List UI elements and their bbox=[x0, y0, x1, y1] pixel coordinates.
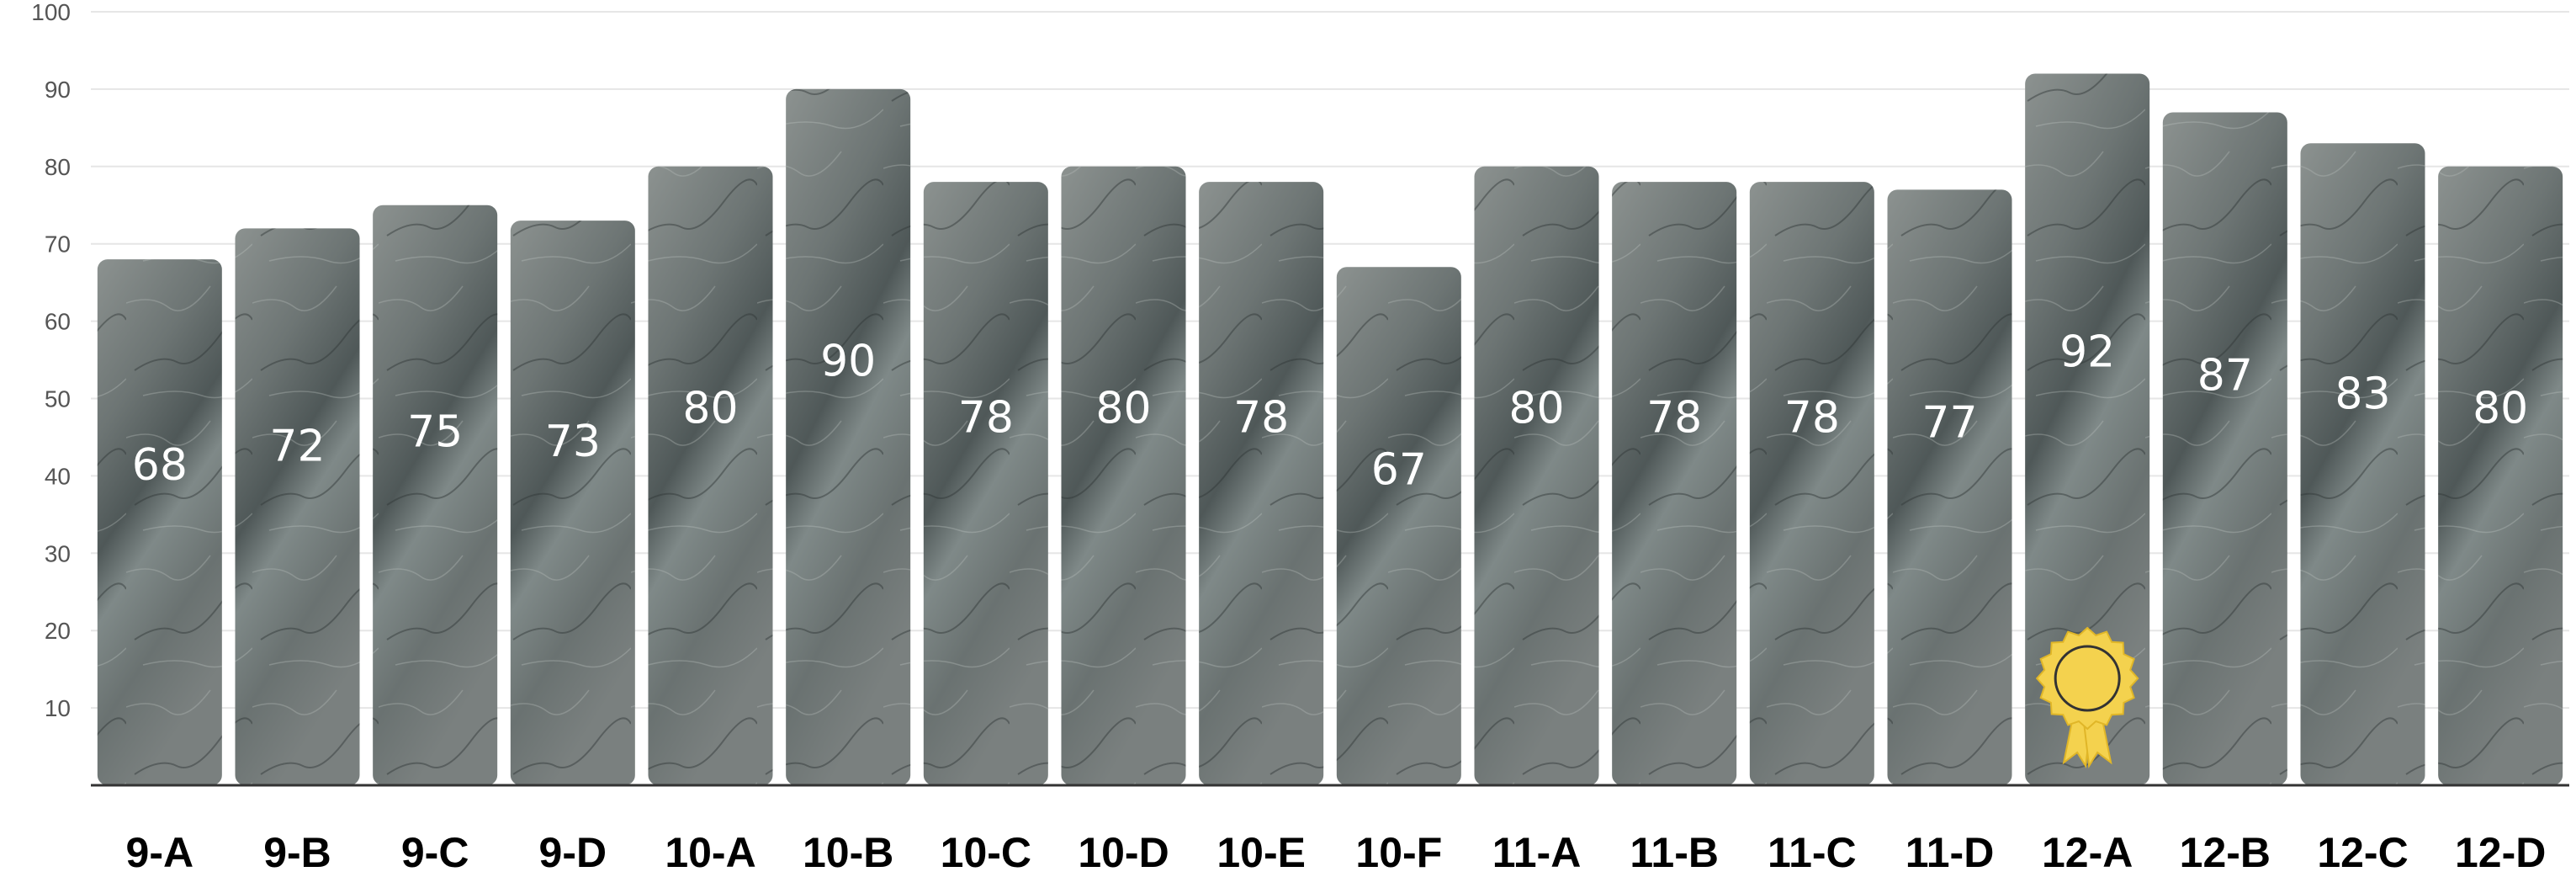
value-labels: 68 72 75 73 80 90 78 80 78 67 80 78 78 77 92 87 83 80 bbox=[132, 327, 2529, 495]
bar-texture bbox=[2162, 112, 2287, 786]
bar bbox=[1199, 182, 1324, 785]
value-label: 87 bbox=[2197, 350, 2253, 401]
bar-texture bbox=[1061, 166, 1186, 786]
value-label: 83 bbox=[2335, 369, 2390, 420]
bar bbox=[1887, 189, 2012, 785]
bars bbox=[97, 73, 2563, 786]
y-tick-label: 20 bbox=[45, 618, 71, 644]
x-tick-label: 9-B bbox=[263, 829, 331, 876]
value-label: 92 bbox=[2059, 327, 2115, 377]
value-label: 78 bbox=[958, 393, 1014, 444]
bar-texture bbox=[373, 205, 498, 785]
value-label: 68 bbox=[132, 440, 188, 491]
x-tick-label: 12-D bbox=[2455, 829, 2546, 876]
y-tick-label: 30 bbox=[45, 540, 71, 566]
value-label: 75 bbox=[407, 407, 463, 458]
x-tick-label: 10-E bbox=[1216, 829, 1306, 876]
x-tick-label: 10-C bbox=[941, 829, 1031, 876]
value-label: 80 bbox=[1095, 384, 1151, 434]
value-label: 78 bbox=[1646, 393, 1702, 444]
y-tick-label: 80 bbox=[45, 154, 71, 180]
x-tick-label: 12-B bbox=[2180, 829, 2271, 876]
value-label: 80 bbox=[1508, 384, 1564, 434]
bar bbox=[235, 228, 360, 785]
badge-layer bbox=[2035, 626, 2139, 768]
bar bbox=[97, 259, 222, 786]
x-tick-label: 10-D bbox=[1078, 829, 1169, 876]
bar-texture bbox=[786, 88, 911, 785]
bar-texture bbox=[2300, 143, 2425, 786]
bar bbox=[2162, 112, 2287, 786]
bar bbox=[1612, 182, 1737, 785]
bar bbox=[510, 221, 635, 785]
bar bbox=[373, 205, 498, 785]
x-tick-label: 10-B bbox=[803, 829, 893, 876]
bar bbox=[2300, 143, 2425, 786]
x-tick-label: 11-D bbox=[1905, 829, 1995, 876]
y-tick-label: 10 bbox=[45, 695, 71, 721]
value-label: 67 bbox=[1371, 444, 1427, 495]
x-tick-label: 9-D bbox=[539, 829, 607, 876]
bar-texture bbox=[235, 228, 360, 785]
bar-texture bbox=[2438, 166, 2563, 786]
x-tick-label: 12-C bbox=[2317, 829, 2408, 876]
bar-texture bbox=[1887, 189, 2012, 785]
y-tick-label: 40 bbox=[45, 463, 71, 489]
bar-texture bbox=[1336, 267, 1461, 785]
x-tick-label: 11-B bbox=[1630, 829, 1719, 876]
y-tick-label: 50 bbox=[45, 386, 71, 412]
bar-texture bbox=[923, 182, 1048, 785]
bar bbox=[1336, 267, 1461, 785]
value-label: 78 bbox=[1784, 393, 1840, 444]
grid-lines bbox=[91, 11, 2569, 710]
value-label: 78 bbox=[1233, 393, 1289, 444]
bar-texture bbox=[1612, 182, 1737, 785]
bar-texture bbox=[97, 259, 222, 786]
bar bbox=[1749, 182, 1874, 785]
y-tick-label: 100 bbox=[31, 0, 71, 25]
x-tick-label: 9-A bbox=[126, 829, 194, 876]
x-tick-label: 10-F bbox=[1355, 829, 1442, 876]
award-ribbon-icon bbox=[2035, 626, 2139, 768]
bar-texture bbox=[1474, 166, 1599, 786]
bar bbox=[923, 182, 1048, 785]
value-label: 80 bbox=[2473, 384, 2528, 434]
bar bbox=[786, 88, 911, 785]
bar-texture bbox=[2025, 73, 2150, 785]
value-label: 72 bbox=[269, 421, 325, 471]
x-tick-label: 9-C bbox=[401, 829, 469, 876]
value-label: 73 bbox=[545, 417, 601, 467]
x-axis-labels: 9-A 9-B 9-C 9-D 10-A 10-B 10-C 10-D 10-E 10-F 11-A… bbox=[126, 829, 2547, 876]
x-tick-label: 10-A bbox=[665, 829, 755, 876]
x-tick-label: 12-A bbox=[2042, 829, 2133, 876]
bar-texture bbox=[1199, 182, 1324, 785]
bar-texture bbox=[510, 221, 635, 785]
value-label: 80 bbox=[682, 384, 738, 434]
x-tick-label: 11-A bbox=[1492, 829, 1582, 876]
bar bbox=[1061, 166, 1186, 786]
y-tick-label: 70 bbox=[45, 231, 71, 258]
y-tick-label: 60 bbox=[45, 309, 71, 335]
bar-texture bbox=[1749, 182, 1874, 785]
x-tick-label: 11-C bbox=[1768, 829, 1857, 876]
bar bbox=[648, 166, 773, 786]
y-tick-label: 90 bbox=[45, 77, 71, 103]
y-axis-ticks: 10 20 30 40 50 60 70 80 90 100 bbox=[31, 0, 71, 721]
bar bbox=[2438, 166, 2563, 786]
bar-texture bbox=[648, 166, 773, 786]
value-label: 77 bbox=[1921, 397, 1977, 448]
bar bbox=[2025, 73, 2150, 785]
bar bbox=[1474, 166, 1599, 786]
value-label: 90 bbox=[820, 336, 876, 386]
